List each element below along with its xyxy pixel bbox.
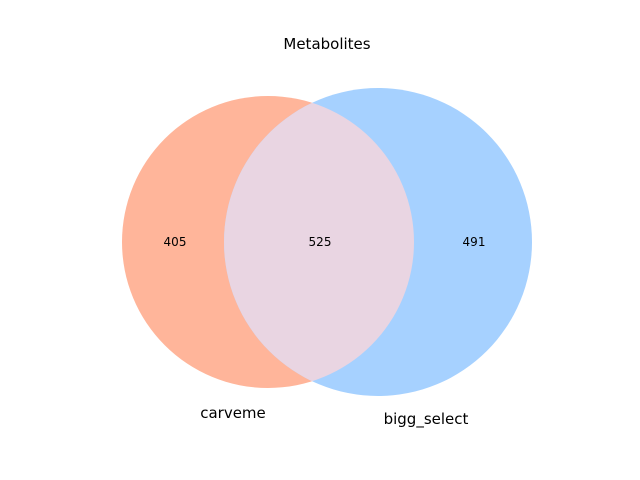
set-overlap-region xyxy=(224,96,414,388)
count-intersection: 525 xyxy=(309,235,332,249)
chart-title: Metabolites xyxy=(283,35,370,53)
count-carveme-only: 405 xyxy=(164,235,187,249)
count-bigg-select-only: 491 xyxy=(463,235,486,249)
set-label-carveme: carveme xyxy=(200,404,266,422)
set-label-bigg-select: bigg_select xyxy=(384,410,469,429)
